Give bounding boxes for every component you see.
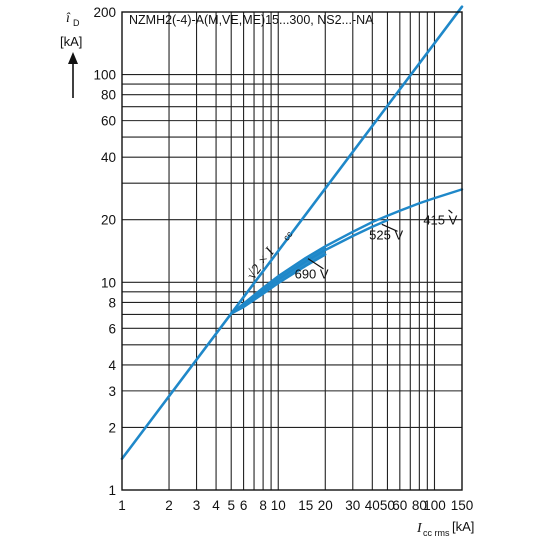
x-tick-label: 50: [380, 498, 395, 513]
y-tick-label: 4: [108, 358, 116, 373]
x-tick-label: 4: [212, 498, 220, 513]
x-tick-label: 60: [392, 498, 407, 513]
x-tick-label: 6: [240, 498, 248, 513]
y-tick-label: 20: [101, 213, 116, 228]
series-line-525v: [230, 218, 389, 315]
grid: [122, 12, 462, 490]
annotation-leader-line: [448, 209, 453, 214]
annotation-label: 415 V: [423, 213, 457, 228]
y-tick-label: 80: [101, 88, 116, 103]
annotation-leader-line: [307, 258, 324, 270]
y-tick-label: 2: [108, 420, 116, 435]
annotation-label: 690 V: [295, 267, 329, 282]
x-axis-symbol: I: [416, 521, 423, 536]
annotation-label: 525 V: [369, 227, 403, 242]
x-tick-label: 10: [271, 498, 286, 513]
y-tick-label: 6: [108, 321, 116, 336]
x-tick-label: 1: [118, 498, 126, 513]
curves: [120, 5, 464, 461]
y-tick-label: 3: [108, 384, 116, 399]
x-tick-label: 3: [193, 498, 201, 513]
y-tick-label: 60: [101, 114, 116, 129]
y-tick-label: 200: [93, 5, 116, 20]
x-tick-label: 15: [298, 498, 313, 513]
y-axis-symbol: î: [66, 11, 71, 26]
plot-frame: [121, 11, 463, 491]
x-tick-label: 30: [345, 498, 360, 513]
x-tick-label: 80: [412, 498, 427, 513]
x-tick-label: 2: [165, 498, 173, 513]
y-axis-label: î D [kA]: [60, 11, 82, 98]
up-arrow-icon: [68, 52, 78, 64]
x-tick-label: 20: [318, 498, 333, 513]
x-tick-label: 5: [227, 498, 235, 513]
chart-title: NZMH2(-4)-A(M,VE,ME)15...300, NS2...-NA: [129, 13, 374, 27]
x-axis-subscript: cc rms: [423, 528, 450, 538]
x-axis-unit: [kA]: [452, 519, 474, 534]
x-tick-label: 8: [259, 498, 267, 513]
annotation-leader-line: [381, 223, 398, 232]
x-tick-label: 150: [451, 498, 474, 513]
y-tick-label: 40: [101, 150, 116, 165]
y-tick-label: 1: [108, 483, 116, 498]
series-line-415v: [230, 188, 464, 315]
series-line-peak-factor: [120, 5, 464, 461]
x-tick-label: 100: [423, 498, 446, 513]
y-axis-unit: [kA]: [60, 34, 82, 49]
x-tick-label: 40: [365, 498, 380, 513]
y-tick-label: 8: [108, 295, 116, 310]
series-line-690v: [230, 253, 327, 315]
y-tick-label: 100: [93, 68, 116, 83]
x-axis-label: I cc rms [kA]: [416, 519, 474, 538]
y-tick-label: 10: [101, 275, 116, 290]
y-axis-subscript: D: [73, 18, 80, 28]
